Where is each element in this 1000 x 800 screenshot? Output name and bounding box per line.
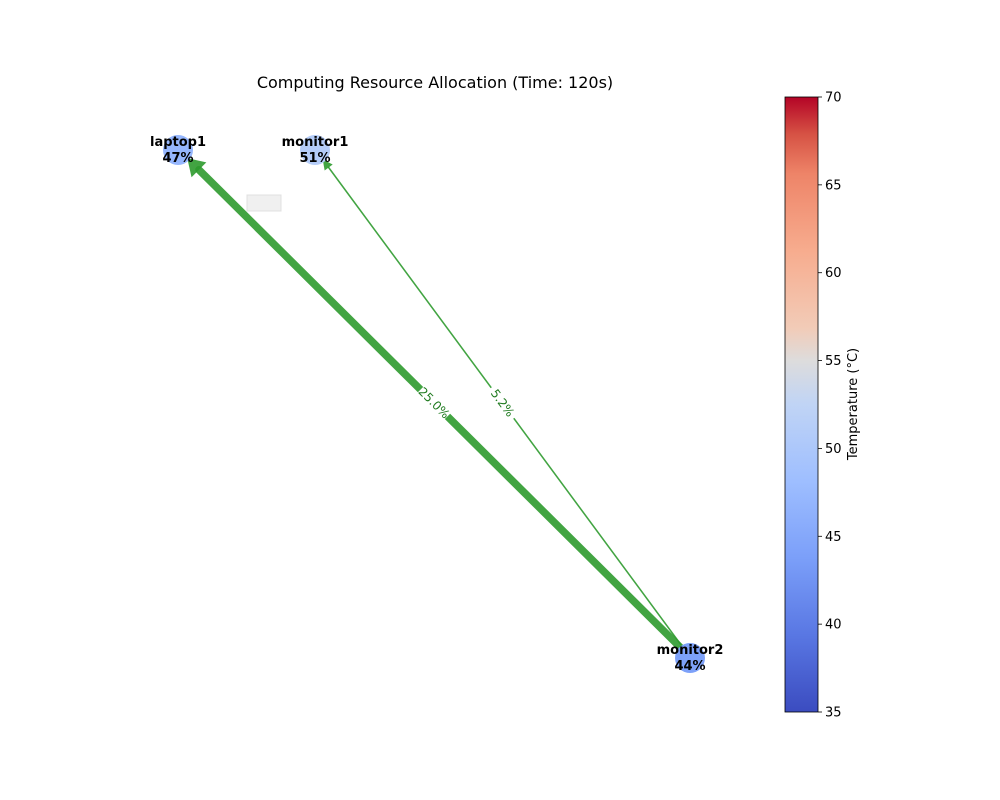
node-value-label: 44% xyxy=(674,659,705,674)
edge-label: 25.0% xyxy=(416,385,453,422)
node-monitor2 xyxy=(675,643,705,673)
node-monitor1 xyxy=(300,135,330,165)
colorbar-tick-label: 60 xyxy=(825,266,842,281)
edge-arrowhead-monitor2-laptop1 xyxy=(187,158,207,178)
node-laptop1 xyxy=(163,135,193,165)
node-value-label: 47% xyxy=(162,151,193,166)
colorbar-tick-label: 65 xyxy=(825,178,842,193)
node-name-label: monitor2 xyxy=(657,643,724,658)
legend-box xyxy=(246,194,282,212)
colorbar-tick-label: 35 xyxy=(825,706,842,721)
node-name-label: laptop1 xyxy=(150,135,206,150)
edge-arrowhead-monitor2-monitor1 xyxy=(322,159,333,171)
colorbar-label: Temperature (°C) xyxy=(846,348,861,461)
edge-label-group: 25.0% xyxy=(414,383,454,423)
colorbar: 35 40 45 50 55 60 65 70 Temperature (°C) xyxy=(784,91,861,721)
colorbar-tick-label: 40 xyxy=(825,618,842,633)
colorbar-gradient xyxy=(784,96,819,713)
node-value-label: 51% xyxy=(299,151,330,166)
colorbar-tick-label: 70 xyxy=(825,91,842,106)
node-name-label: monitor1 xyxy=(282,135,349,150)
edge-label-background xyxy=(484,382,521,424)
colorbar-tick-label: 45 xyxy=(825,530,842,545)
diagram-title: Computing Resource Allocation (Time: 120… xyxy=(257,73,613,92)
colorbar-tick-label: 55 xyxy=(825,354,842,369)
edge-label-group: 5.2% xyxy=(484,382,521,424)
edges-layer: 25.0% 5.2% xyxy=(187,158,696,663)
colorbar-tick-label: 50 xyxy=(825,442,842,457)
colorbar-ticks: 35 40 45 50 55 60 65 70 xyxy=(818,91,842,721)
edge-label-background xyxy=(414,383,454,423)
